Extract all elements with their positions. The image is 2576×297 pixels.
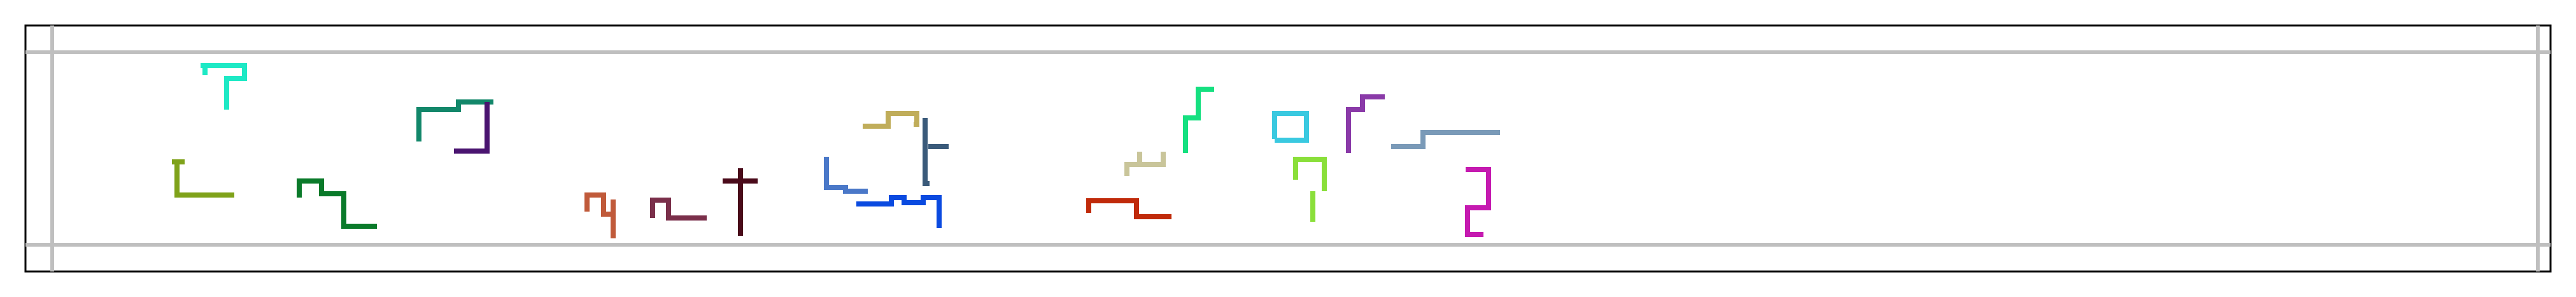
- beige-fork-glyph-stroke: [1124, 152, 1166, 176]
- khaki-step-glyph-stroke: [863, 111, 919, 129]
- purple-hook-glyph-stroke: [454, 102, 490, 154]
- outer-border: [24, 24, 2552, 273]
- cyan-square-glyph: [1272, 111, 1309, 143]
- beige-fork-glyph: [1124, 152, 1166, 176]
- olive-l-glyph-stroke: [174, 162, 234, 198]
- slate-bracket-glyph-stroke: [923, 118, 930, 186]
- blue-l-glyph-stroke: [824, 157, 868, 194]
- dark-cross-glyph: [723, 168, 758, 236]
- rust-zigzag-glyph: [584, 192, 616, 238]
- teal-hook-glyph: [416, 99, 493, 141]
- slate-bracket-glyph: [923, 118, 949, 186]
- spring-green-glyph-stroke: [1183, 87, 1214, 153]
- violet-bracket-glyph-stroke: [1346, 94, 1385, 153]
- red-step-glyph-stroke: [1086, 198, 1171, 219]
- turquoise-t-glyph-stroke: [201, 63, 247, 110]
- steel-line-glyph-stroke: [1391, 130, 1500, 149]
- purple-hook-glyph: [454, 102, 490, 154]
- blue-wave-glyph-stroke: [856, 195, 942, 228]
- magenta-s-glyph: [1465, 167, 1491, 237]
- maroon-hook-glyph-stroke: [650, 198, 707, 221]
- magenta-s-glyph-stroke: [1465, 167, 1491, 237]
- maroon-hook-glyph: [650, 198, 707, 221]
- cyan-square-glyph-stroke: [1272, 111, 1309, 143]
- olive-l-glyph: [172, 159, 234, 198]
- steel-line-glyph: [1391, 130, 1500, 149]
- teal-hook-glyph-stroke: [416, 99, 493, 141]
- lime-hook-glyph-stroke: [1293, 157, 1327, 222]
- green-step-glyph-stroke: [297, 178, 377, 229]
- glyph-layer: [172, 63, 1500, 238]
- rust-zigzag-glyph-stroke: [584, 192, 616, 238]
- khaki-step-glyph: [863, 111, 919, 129]
- frame: [24, 24, 2552, 273]
- green-step-glyph: [297, 178, 377, 229]
- violet-bracket-glyph: [1346, 94, 1385, 153]
- red-step-glyph: [1086, 198, 1171, 219]
- lime-hook-glyph: [1293, 157, 1327, 222]
- turquoise-t-glyph: [201, 63, 247, 110]
- spring-green-glyph: [1183, 87, 1214, 153]
- blue-l-glyph: [824, 157, 868, 194]
- blue-wave-glyph: [856, 195, 942, 228]
